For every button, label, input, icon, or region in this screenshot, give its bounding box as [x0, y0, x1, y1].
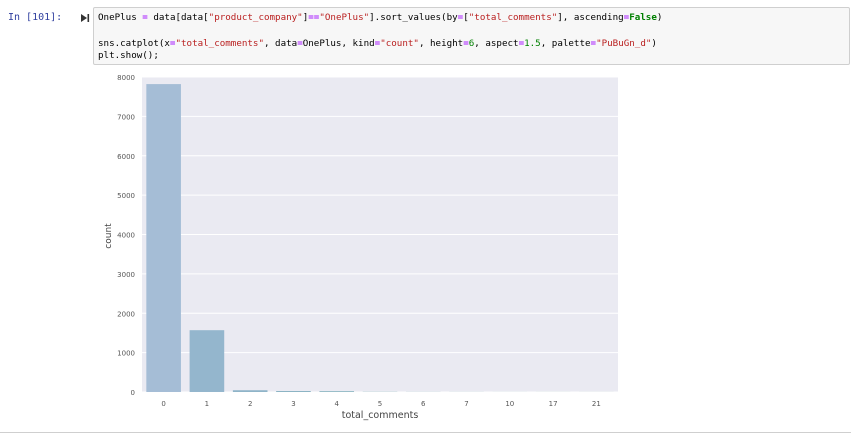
x-axis-label: total_comments: [342, 410, 419, 421]
code-token: =: [142, 12, 148, 23]
code-token: =: [463, 38, 469, 49]
x-tick-label: 21: [592, 400, 601, 408]
code-token: ==: [308, 12, 320, 23]
code-token: "total_comments": [175, 38, 264, 49]
code-token: "product_company": [208, 12, 303, 23]
code-token: =: [457, 12, 464, 23]
y-tick-labels: 0 1000 2000 3000 4000 5000 6000 7000 8000: [117, 74, 135, 397]
code-token: =: [297, 38, 303, 49]
code-token: ): [651, 38, 657, 49]
run-cell-icon[interactable]: [80, 13, 90, 23]
y-tick-label: 3000: [117, 271, 135, 279]
y-axis-label: count: [104, 223, 114, 249]
code-line-4: plt.show();: [98, 50, 159, 61]
bar: [276, 391, 311, 392]
code-token: =: [374, 38, 381, 49]
y-tick-label: 0: [131, 389, 135, 397]
y-tick-label: 1000: [117, 350, 135, 358]
y-tick-label: 2000: [117, 310, 135, 318]
code-token: =: [518, 38, 525, 49]
code-token: data[data[: [147, 12, 209, 23]
code-token: False: [629, 12, 657, 23]
code-token: OnePlus: [98, 12, 143, 23]
bar: [232, 390, 268, 392]
bar: [189, 330, 225, 392]
code-token: , aspect: [474, 38, 519, 49]
code-editor[interactable]: OnePlus = data[data["product_company"]==…: [93, 7, 850, 65]
code-token: , palette: [540, 38, 591, 49]
code-line-1: OnePlus = data[data["product_company"]==…: [98, 12, 662, 23]
x-tick-label: 10: [505, 400, 514, 408]
code-token: =: [169, 38, 176, 49]
x-tick-label: 4: [334, 400, 339, 408]
code-token: =: [623, 12, 630, 23]
grid-lines: [142, 76, 618, 393]
code-token: 1.5: [524, 38, 541, 49]
x-tick-label: 7: [464, 400, 468, 408]
code-token: =: [590, 38, 597, 49]
x-tick-label: 2: [248, 400, 252, 408]
code-token: "OnePlus": [319, 12, 370, 23]
cell-separator: [0, 432, 851, 433]
code-token: , data: [263, 38, 298, 49]
code-token: sns.catplot(x: [98, 38, 170, 49]
cell-output: 0 1000 2000 3000 4000 5000 6000 7000 8000 0 1 2 3 4 5…: [93, 68, 850, 428]
x-tick-labels: 0 1 2 3 4 5 6 7 10 17 21: [161, 400, 600, 408]
code-token: ): [656, 12, 663, 23]
code-token: OnePlus, kind: [302, 38, 375, 49]
code-token: ]: [302, 12, 309, 23]
bars: [146, 84, 614, 393]
y-tick-label: 7000: [117, 113, 135, 121]
x-tick-label: 0: [161, 400, 165, 408]
countplot-chart: 0 1000 2000 3000 4000 5000 6000 7000 8000 0 1 2 3 4 5…: [104, 74, 618, 421]
y-tick-label: 4000: [117, 232, 135, 240]
input-prompt: In [101]:: [8, 12, 63, 23]
x-tick-label: 17: [549, 400, 558, 408]
y-tick-label: 8000: [117, 74, 135, 82]
code-token: 6: [468, 38, 475, 49]
code-token: , height: [418, 38, 464, 49]
x-tick-label: 5: [378, 400, 382, 408]
code-token: "count": [380, 38, 419, 49]
code-line-3: sns.catplot(x="total_comments", data=One…: [98, 38, 657, 49]
y-tick-label: 6000: [117, 153, 135, 161]
bar: [319, 391, 355, 392]
x-tick-label: 1: [205, 400, 209, 408]
y-tick-label: 5000: [117, 192, 135, 200]
code-token: ], ascending: [557, 12, 624, 23]
x-tick-label: 3: [291, 400, 295, 408]
x-tick-label: 6: [421, 400, 426, 408]
code-token: "PuBuGn_d": [596, 38, 652, 49]
code-token: [: [463, 12, 469, 23]
code-token: ].sort_values(by: [369, 12, 458, 23]
bar: [146, 84, 181, 393]
code-token: "total_comments": [468, 12, 558, 23]
